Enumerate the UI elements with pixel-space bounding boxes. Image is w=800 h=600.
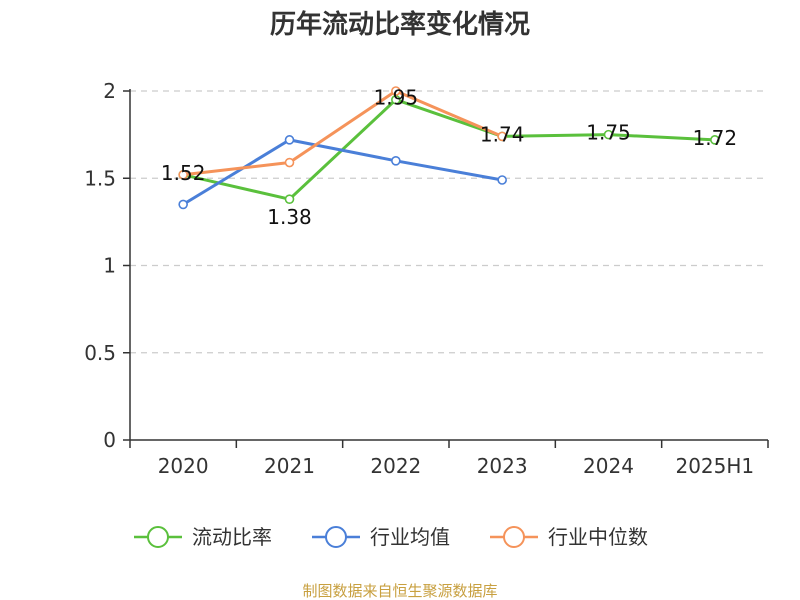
data-label: 1.95 — [374, 86, 419, 110]
data-point — [391, 156, 401, 166]
y-tick-label: 0.5 — [84, 341, 116, 365]
data-point — [497, 175, 507, 185]
data-label: 1.52 — [161, 161, 206, 185]
y-tick-label: 1.5 — [84, 166, 116, 190]
data-point — [284, 135, 295, 145]
legend-label: 行业中位数 — [548, 525, 648, 549]
legend-swatch-marker — [503, 526, 525, 548]
series-line — [182, 98, 715, 201]
source-note: 制图数据来自恒生聚源数据库 — [302, 582, 497, 600]
x-tick-label: 2022 — [370, 454, 421, 478]
x-tick-label: 2020 — [158, 454, 209, 478]
data-label: 1.72 — [693, 126, 738, 150]
chart-title: 历年流动比率变化情况 — [270, 9, 530, 40]
data-label: 1.75 — [586, 121, 631, 145]
data-point — [710, 135, 720, 145]
y-tick-label: 1 — [103, 254, 116, 278]
legend-swatch-marker — [147, 526, 169, 548]
data-point — [178, 169, 188, 180]
x-tick-label: 2021 — [264, 454, 315, 478]
x-tick-label: 2023 — [477, 454, 528, 478]
x-tick-label: 2025H1 — [675, 454, 754, 478]
legend-swatch-marker — [325, 526, 347, 548]
y-tick-label: 2 — [103, 79, 116, 103]
data-point — [603, 129, 614, 140]
legend-label: 行业均值 — [370, 525, 450, 549]
data-label: 1.74 — [480, 122, 525, 146]
y-tick-label: 0 — [103, 428, 116, 452]
data-point — [284, 194, 295, 204]
data-point — [178, 199, 188, 210]
data-point — [497, 131, 507, 142]
series-line — [182, 138, 503, 206]
data-label-layer: 1.52 1.38 1.95 1.74 1.75 1.72 — [161, 86, 737, 229]
grid-layer — [130, 90, 768, 354]
x-tick-label: 2024 — [583, 454, 634, 478]
data-label: 1.38 — [267, 205, 312, 229]
data-point — [284, 157, 295, 168]
legend-label: 流动比率 — [192, 525, 272, 549]
data-point — [391, 86, 401, 96]
legend: 流动比率 行业均值 行业中位数 — [134, 525, 648, 549]
series-layer — [178, 86, 720, 210]
series-line — [183, 89, 503, 177]
